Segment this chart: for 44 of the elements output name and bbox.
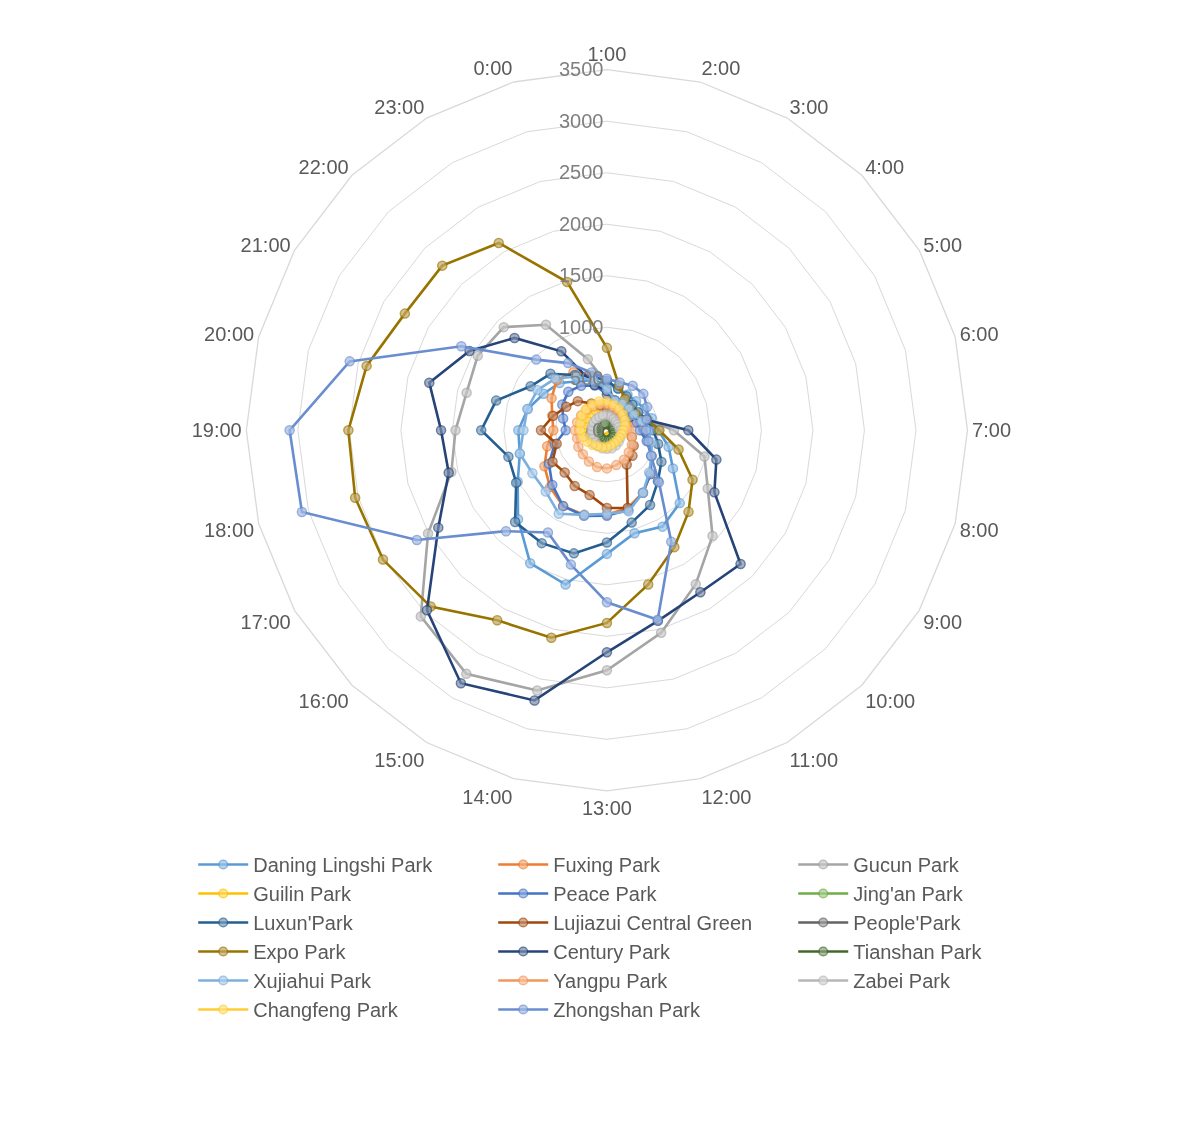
legend-label: Peace Park [553,883,658,906]
y-tick-label: 1500 [558,264,604,287]
spoke-label: 3:00 [789,96,829,119]
spoke-label: 23:00 [374,96,425,119]
legend-label: Zabei Park [853,970,951,993]
spoke-label: 9:00 [923,610,963,633]
spoke-label: 10:00 [865,689,916,712]
spoke-label: 21:00 [240,233,291,256]
legend-label: Tianshan Park [853,941,983,964]
y-tick-label: 2500 [558,161,604,184]
y-tick-label: 3000 [558,109,604,132]
spoke-label: 4:00 [865,156,905,179]
legend-label: Changfeng Park [253,999,399,1022]
legend-label: Fuxing Park [553,854,661,877]
spoke-label: 22:00 [298,156,349,179]
spoke-label: 19:00 [191,419,242,442]
legend-label: Xujiahui Park [253,970,373,993]
legend-label: Luxun'Park [253,912,354,935]
spoke-label: 7:00 [972,419,1012,442]
spoke-label: 8:00 [959,518,999,541]
legend-label: Expo Park [253,941,347,964]
spoke-label: 13:00 [581,797,632,820]
legend-label: Gucun Park [853,854,960,877]
spoke-label: 15:00 [374,749,425,772]
legend-label: Yangpu Park [553,970,669,993]
legend-label: Guilin Park [253,883,353,906]
spoke-label: 20:00 [204,323,255,346]
spoke-label: 2:00 [701,57,741,80]
spoke-label: 6:00 [959,323,999,346]
spoke-label: 16:00 [298,689,349,712]
legend-label: Zhongshan Park [553,999,701,1022]
spoke-label: 12:00 [701,786,752,809]
spoke-label: 11:00 [789,749,839,772]
spoke-label: 17:00 [240,610,291,633]
spoke-label: 5:00 [923,233,963,256]
legend-label: People'Park [853,912,962,935]
legend-label: Jing'an Park [853,883,964,906]
spoke-label: 0:00 [473,57,513,80]
legend-label: Century Park [553,941,671,964]
spoke-label: 18:00 [204,518,255,541]
legend-label: Lujiazui Central Green [553,912,753,935]
y-tick-label: 2000 [558,212,604,235]
spoke-label: 14:00 [462,786,513,809]
legend-label: Daning Lingshi Park [253,854,434,877]
